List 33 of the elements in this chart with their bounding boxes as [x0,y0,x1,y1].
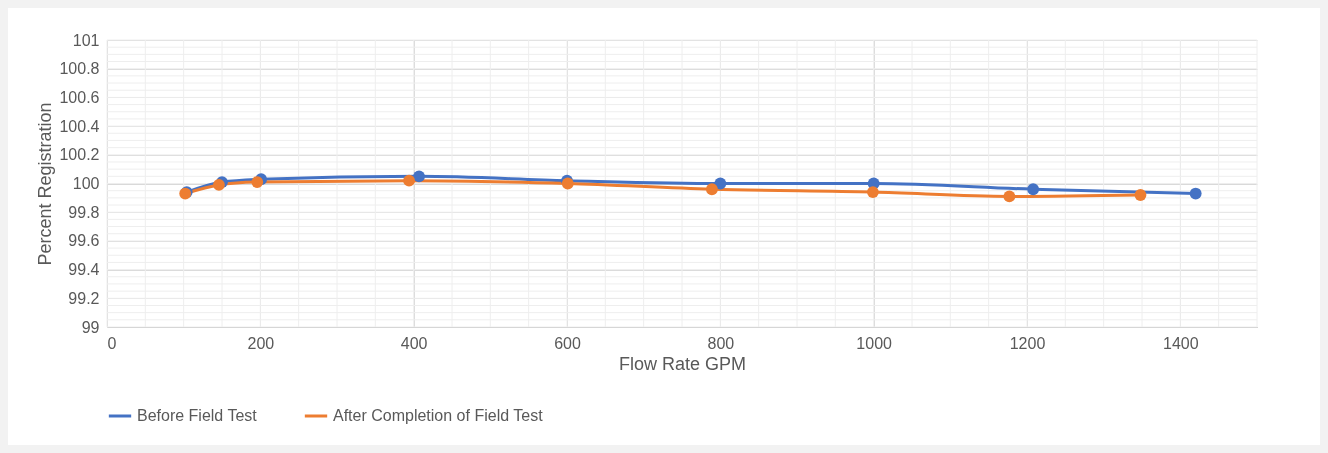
y-axis-title: Percent Registration [35,102,56,266]
x-tick-label: 1200 [1009,334,1046,352]
x-tick-label: 0 [107,334,117,352]
point [1003,190,1016,203]
point [413,170,425,183]
x-tick-label: 1000 [856,334,893,352]
y-tick-label: 99 [81,318,100,336]
legend-label: After Completion of Field Test [333,407,544,424]
point [1134,189,1147,201]
point [1189,187,1202,200]
point [714,177,727,190]
point [403,174,415,187]
y-tick-label: 99.8 [68,203,100,221]
point [1027,183,1040,196]
x-tick-label: 400 [400,334,428,352]
point [866,186,879,199]
x-tick-label: 600 [554,334,581,352]
x-tick-label: 1400 [1163,334,1199,352]
y-tick-label: 100 [72,175,100,192]
x-axis-title: Flow Rate GPM [618,353,747,374]
x-tick-label: 200 [247,334,275,352]
y-tick-label: 100.2 [59,146,100,164]
y-tick-label: 100.8 [59,60,100,78]
y-tick-label: 100.4 [59,117,100,135]
legend-label: Before Field Test [137,407,258,424]
point [705,183,718,196]
y-tick-label: 99.2 [68,289,100,307]
x-tick-label: 800 [707,334,735,352]
y-tick-label: 99.4 [68,261,100,279]
point [251,176,264,188]
y-tick-label: 99.6 [68,232,100,250]
y-tick-label: 100.6 [59,88,100,106]
y-tick-label: 101 [72,31,100,49]
